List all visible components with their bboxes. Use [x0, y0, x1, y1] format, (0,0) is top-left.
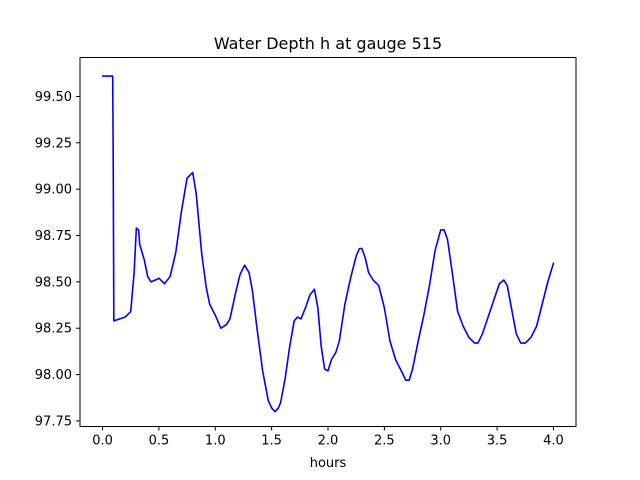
x-axis: 0.0 0.5 1.0 1.5 2.0 2.5 3.0 3.5 4.0	[92, 426, 564, 449]
y-tick-label: 98.50	[35, 275, 72, 290]
x-tick-label: 3.0	[430, 434, 451, 449]
axes-frame	[79, 57, 577, 427]
x-tick-label: 0.5	[149, 434, 170, 449]
y-tick-label: 99.25	[35, 136, 72, 151]
x-tick-label: 2.0	[318, 434, 339, 449]
y-tick-label: 97.75	[35, 414, 72, 429]
series-line	[101, 75, 555, 413]
x-tick-label: 0.0	[92, 434, 113, 449]
x-axis-label: hours	[310, 456, 347, 471]
x-tick-label: 1.0	[205, 434, 226, 449]
y-tick-label: 98.25	[35, 322, 72, 337]
x-tick-label: 4.0	[543, 434, 564, 449]
chart-title: Water Depth h at gauge 515	[214, 34, 442, 53]
y-tick-label: 98.75	[35, 229, 72, 244]
y-axis: 97.75 98.00 98.25 98.50 98.75 99.00 99.25 99.50	[35, 90, 80, 429]
y-tick-label: 99.50	[35, 90, 72, 105]
y-tick-label: 99.00	[35, 183, 72, 198]
y-tick-label: 98.00	[35, 368, 72, 383]
x-tick-label: 1.5	[261, 434, 282, 449]
x-tick-label: 3.5	[487, 434, 508, 449]
x-tick-label: 2.5	[374, 434, 395, 449]
plot-area	[101, 75, 555, 413]
